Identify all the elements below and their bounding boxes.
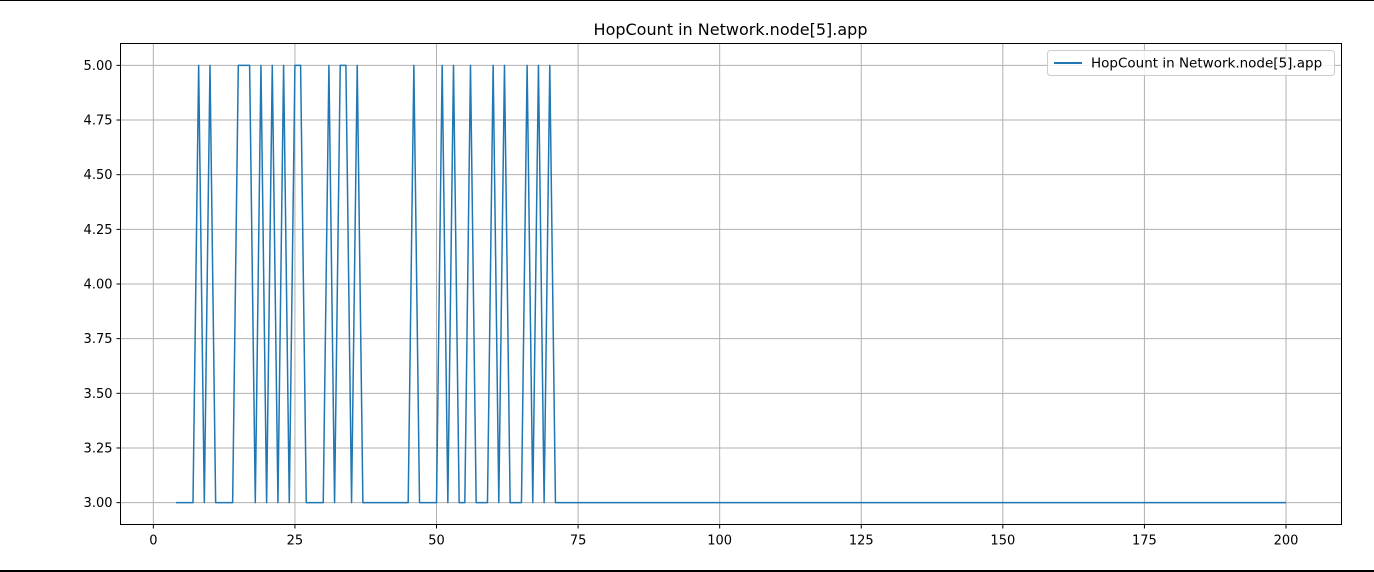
y-tick-label: 3.25	[84, 441, 113, 456]
series-line	[176, 64, 1286, 504]
window-top-border	[0, 0, 1374, 1]
y-tick-label: 3.00	[84, 496, 113, 511]
legend-label: HopCount in Network.node[5].app	[1091, 56, 1322, 72]
x-axis: 0 25 50 75 100 125 150 175 200	[149, 524, 1299, 549]
y-tick-label: 4.00	[84, 278, 113, 293]
x-tick-label: 0	[149, 534, 157, 549]
series-layer	[176, 64, 1286, 504]
y-tick-label: 5.00	[84, 59, 113, 74]
y-tick-label: 4.50	[84, 168, 113, 183]
x-tick-label: 175	[1132, 534, 1157, 549]
x-tick-label: 25	[287, 534, 304, 549]
x-tick-label: 100	[707, 534, 732, 549]
y-axis: 3.00 3.25 3.50 3.75 4.00 4.25 4.50 4.75 5.00	[84, 59, 121, 511]
y-tick-label: 3.50	[84, 387, 113, 402]
x-tick-label: 50	[428, 534, 445, 549]
y-tick-label: 4.25	[84, 223, 113, 238]
chart-title: HopCount in Network.node[5].app	[594, 20, 868, 39]
x-tick-label: 75	[570, 534, 587, 549]
x-tick-label: 200	[1274, 534, 1299, 549]
legend: HopCount in Network.node[5].app	[1047, 50, 1335, 76]
legend-box	[1047, 50, 1335, 76]
x-tick-label: 125	[849, 534, 874, 549]
x-tick-label: 150	[990, 534, 1015, 549]
y-tick-label: 4.75	[84, 114, 113, 129]
y-tick-label: 3.75	[84, 332, 113, 347]
window-bottom-border	[0, 570, 1374, 572]
